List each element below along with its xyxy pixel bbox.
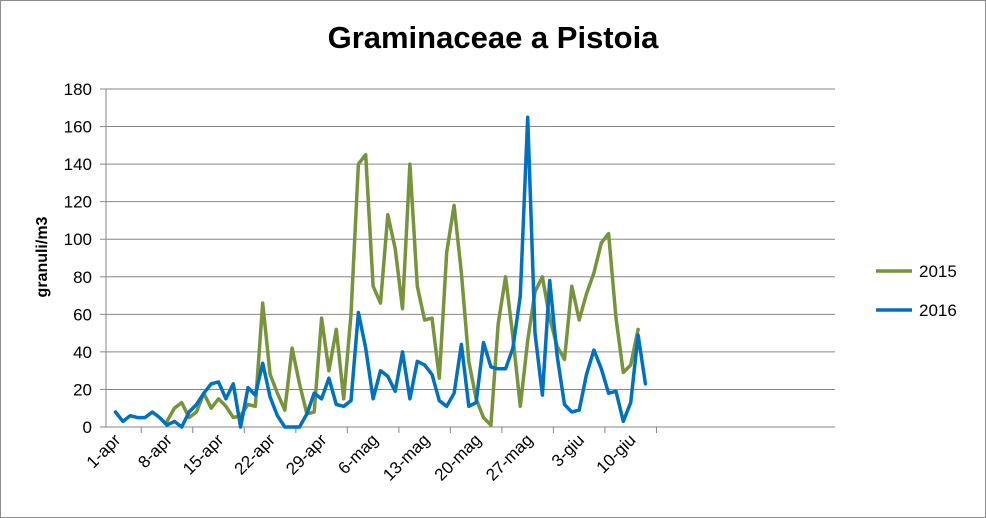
- y-tick-label: 40: [73, 343, 92, 362]
- series-lines: [113, 115, 648, 429]
- x-tick-label: 6-mag: [334, 430, 382, 478]
- y-tick-label: 100: [64, 230, 92, 249]
- axes: [100, 88, 835, 433]
- legend: 2015 2016: [876, 262, 957, 320]
- y-tick-label: 140: [64, 155, 92, 174]
- x-tick-label: 20-mag: [431, 430, 485, 484]
- y-tick-label: 60: [73, 305, 92, 324]
- x-tick-label: 22-apr: [231, 430, 279, 478]
- chart-title: Graminaceae a Pistoia: [327, 20, 659, 55]
- legend-label: 2015: [919, 262, 957, 281]
- y-tick-label: 180: [64, 80, 92, 99]
- y-tick-label: 80: [73, 268, 92, 287]
- x-tick-label: 8-apr: [134, 430, 176, 472]
- x-tick-label: 27-mag: [482, 430, 536, 484]
- y-tick-label: 0: [83, 418, 92, 437]
- series-line-2015: [165, 152, 640, 427]
- x-tick-label: 15-apr: [179, 430, 227, 478]
- y-axis-label: granuli/m3: [34, 216, 51, 297]
- y-tick-label: 120: [64, 193, 92, 212]
- x-tick-label: 10-giu: [593, 430, 640, 477]
- x-tick-label: 29-apr: [282, 430, 330, 478]
- legend-label: 2016: [919, 301, 957, 320]
- x-tick-label: 3-giu: [548, 430, 588, 470]
- series-line-2016: [113, 115, 648, 429]
- y-tick-label: 160: [64, 118, 92, 137]
- y-tick-label: 20: [73, 380, 92, 399]
- x-tick-label: 13-mag: [379, 430, 433, 484]
- gridlines: [106, 88, 835, 390]
